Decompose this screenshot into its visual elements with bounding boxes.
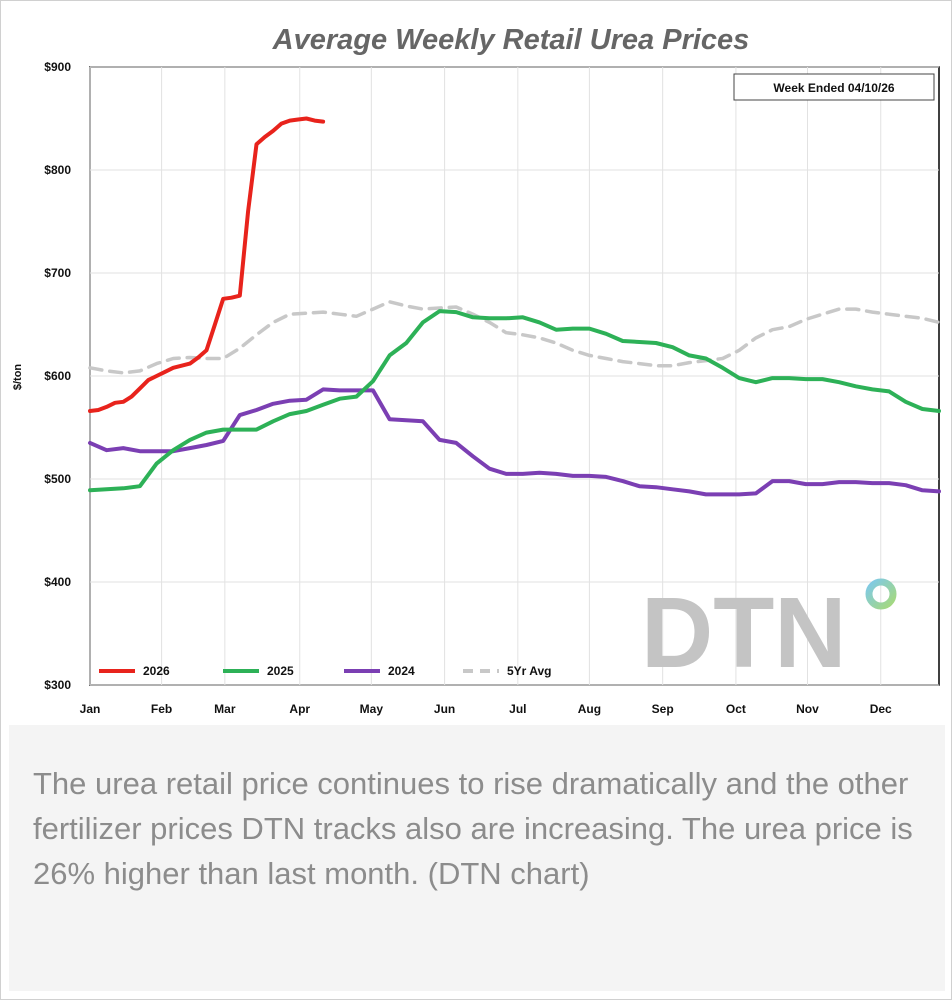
chart: Average Weekly Retail Urea Prices DTN $3…: [12, 24, 941, 716]
y-axis-label: $/ton: [12, 364, 24, 391]
x-tick-label-may: May: [360, 702, 384, 716]
x-tick-label-sep: Sep: [652, 702, 674, 716]
series-line-5yr-avg: [88, 300, 941, 375]
week-ended-box: Week Ended 04/10/26: [733, 73, 935, 101]
x-tick-label-dec: Dec: [870, 702, 892, 716]
y-tick-label: $500: [44, 472, 71, 486]
legend-label-5yr-avg: 5Yr Avg: [507, 664, 551, 678]
dtn-logo-text: DTN: [641, 577, 847, 689]
dtn-logo-dot-icon: [865, 578, 897, 610]
series-line-2026: [88, 116, 326, 413]
series-lines: [88, 116, 941, 497]
y-tick-label: $300: [44, 678, 71, 692]
series-line-2025: [88, 309, 941, 493]
x-tick-label-aug: Aug: [578, 702, 601, 716]
chart-title: Average Weekly Retail Urea Prices: [272, 24, 750, 56]
y-tick-label: $800: [44, 163, 71, 177]
x-tick-label-oct: Oct: [726, 702, 746, 716]
legend-label-2026: 2026: [143, 664, 170, 678]
grid-lines: [89, 66, 939, 686]
y-tick-label: $600: [44, 369, 71, 383]
x-tick-label-nov: Nov: [796, 702, 819, 716]
legend-label-2025: 2025: [267, 664, 294, 678]
x-tick-label-apr: Apr: [289, 702, 310, 716]
caption-panel: The urea retail price continues to rise …: [9, 725, 945, 991]
x-tick-label-feb: Feb: [151, 702, 172, 716]
y-tick-label: $900: [44, 60, 71, 74]
y-tick-label: $400: [44, 575, 71, 589]
legend-label-2024: 2024: [388, 664, 415, 678]
y-axis: $300 $400 $500 $600 $700 $800 $900: [44, 60, 71, 692]
x-tick-label-jan: Jan: [80, 702, 101, 716]
x-tick-label-jun: Jun: [434, 702, 455, 716]
legend: 2026 2025 2024 5Yr Avg: [99, 664, 551, 678]
x-tick-label-jul: Jul: [509, 702, 526, 716]
x-axis: Jan Feb Mar Apr May Jun Jul Aug Sep Oct Nov Dec: [80, 702, 892, 716]
caption-text: The urea retail price continues to rise …: [33, 766, 913, 891]
y-tick-label: $700: [44, 266, 71, 280]
x-tick-label-mar: Mar: [214, 702, 236, 716]
week-ended-label: Week Ended 04/10/26: [773, 81, 895, 95]
dtn-logo: DTN: [641, 577, 897, 689]
